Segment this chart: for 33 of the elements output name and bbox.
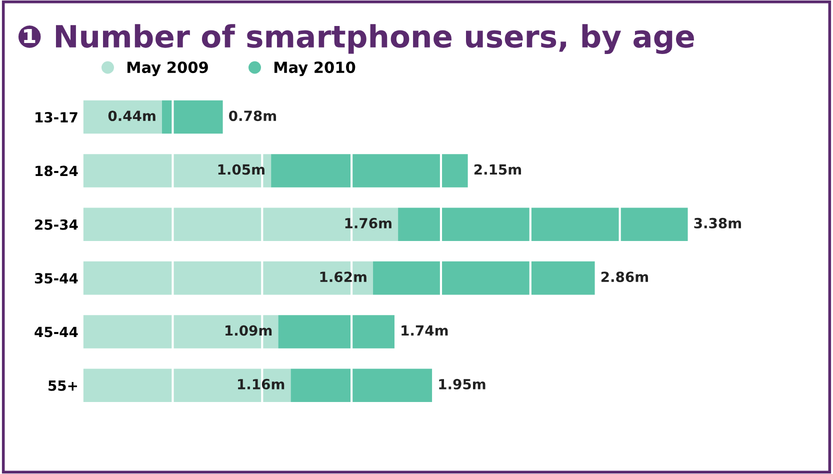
total-label: 0.78m	[229, 110, 276, 122]
total-label: 1.74m	[402, 325, 448, 336]
chart-title: ❶ Number of smartphone users, by age	[18, 24, 694, 54]
total-label: 1.95m	[439, 378, 486, 390]
bar	[83, 100, 162, 134]
data-label: 0.44m	[108, 110, 156, 122]
bar	[162, 100, 223, 134]
data-label: 1.09m	[226, 325, 272, 336]
legend-label: May 2010	[274, 62, 356, 76]
y-tick-label: 55+	[48, 380, 77, 391]
bar	[373, 261, 595, 295]
bar	[278, 315, 394, 348]
total-label: 2.86m	[601, 272, 648, 282]
data-label: 1.62m	[320, 272, 366, 282]
bar	[398, 208, 688, 242]
y-tick-label: 35-44	[34, 273, 78, 284]
legend-label: May 2009	[127, 62, 208, 76]
bar	[83, 208, 398, 242]
y-tick-label: 25-34	[35, 219, 78, 230]
bar	[290, 368, 432, 402]
bar	[271, 154, 468, 188]
bar	[83, 261, 374, 295]
total-label: 3.38m	[694, 218, 741, 228]
bar	[83, 315, 278, 348]
bar	[83, 368, 291, 402]
bar	[83, 154, 272, 188]
y-tick-label: 13-17	[36, 112, 78, 123]
data-label: 1.05m	[218, 164, 264, 175]
data-label: 1.76m	[345, 218, 392, 228]
y-tick-label: 18-24	[36, 166, 78, 176]
total-label: 2.15m	[474, 164, 522, 175]
y-tick-label: 45-44	[34, 326, 78, 338]
data-label: 1.16m	[238, 378, 284, 390]
